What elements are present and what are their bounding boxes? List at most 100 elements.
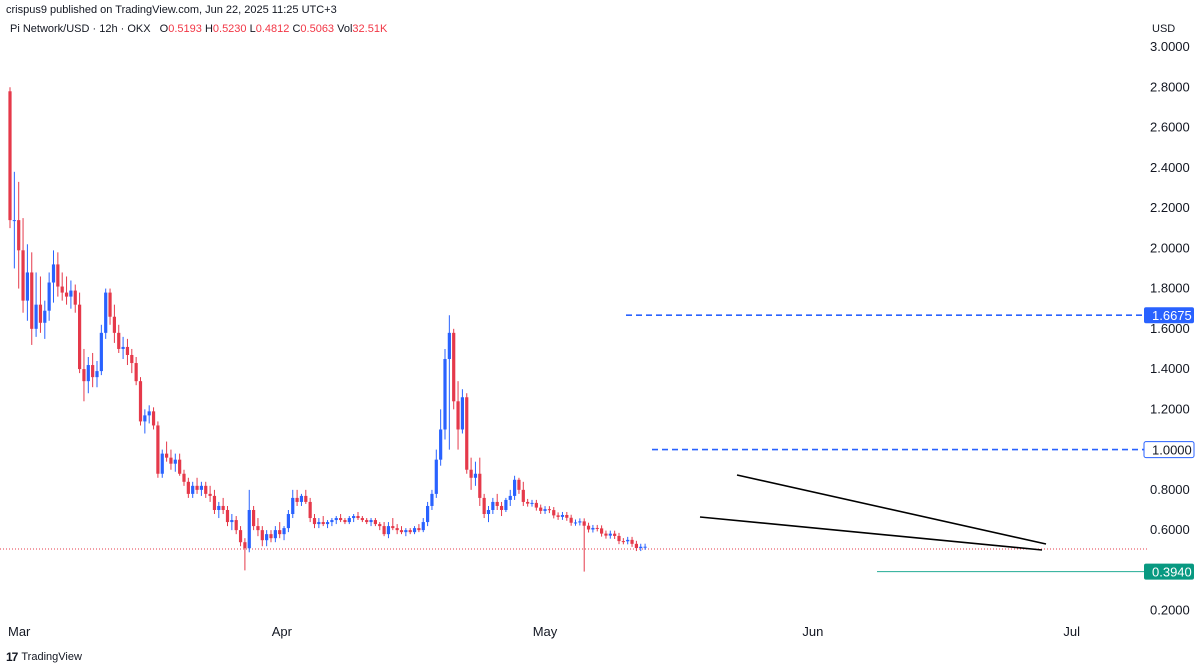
candle-body (321, 522, 325, 525)
symbol-legend: Pi Network/USD · 12h · OKX O0.5193 H0.52… (10, 23, 387, 35)
candle-body (325, 522, 330, 525)
candle-body (473, 473, 478, 478)
close-key: C (292, 23, 301, 35)
candle-body (160, 453, 164, 474)
candle-body (430, 493, 434, 506)
candle-body (421, 522, 425, 531)
price-tick-label: 2.4000 (1150, 160, 1190, 175)
candle-body (238, 530, 243, 543)
candle-body (125, 346, 130, 355)
candle-body (252, 509, 256, 527)
price-tag (1144, 563, 1194, 580)
candle-body (191, 485, 195, 494)
candle-body (365, 520, 369, 523)
candle-body (151, 411, 156, 426)
candle-body (21, 250, 25, 301)
tradingview-logo[interactable]: 17 TradingView (6, 650, 82, 664)
candle-body (412, 528, 417, 533)
candle-body (526, 501, 530, 504)
candle-body (417, 528, 421, 531)
publisher-caption: crispus9 published on TradingView.com, J… (6, 4, 337, 16)
candle-body (317, 522, 321, 525)
time-tick-label: Apr (272, 624, 293, 639)
candle-body (478, 473, 482, 498)
candle-body (43, 310, 47, 323)
candle-body (273, 530, 277, 539)
candle-body (82, 369, 86, 382)
candle-body (38, 304, 43, 323)
candle-body (308, 501, 312, 519)
candle-body (586, 525, 591, 530)
candle-body (521, 489, 525, 502)
candle-body (51, 264, 56, 283)
candle-body (204, 485, 208, 494)
candle-body (630, 539, 634, 544)
candle-body (64, 292, 69, 297)
candle-body (173, 459, 177, 464)
candle-body (608, 533, 612, 536)
candle-body (169, 457, 173, 464)
price-tag-label: 1.0000 (1152, 443, 1192, 458)
price-tag-label: 1.6675 (1152, 308, 1192, 323)
candle-body (517, 479, 521, 490)
candle-body (604, 533, 608, 536)
candle-body (621, 541, 625, 543)
volume-value: 32.51K (352, 23, 388, 35)
time-tick-label: Mar (8, 624, 31, 639)
candle-body (212, 495, 217, 510)
candle-body (60, 286, 64, 293)
open-value: 0.5193 (168, 23, 202, 35)
candle-body (291, 497, 295, 515)
candle-body (591, 527, 595, 530)
price-tag-label: 0.3940 (1152, 565, 1192, 580)
candle-body (299, 495, 304, 502)
candle-body (178, 459, 182, 474)
candle-body (56, 264, 60, 287)
candle-body (639, 546, 643, 549)
price-tick-label: 2.6000 (1150, 120, 1190, 135)
time-axis: Mar Apr May Jun Jul (8, 624, 1080, 639)
candle-body (543, 509, 547, 511)
price-tick-label: 0.6000 (1150, 522, 1190, 537)
wedge-lower-trendline (699, 516, 1043, 551)
candle-body (552, 510, 556, 516)
candle-body (8, 91, 12, 221)
candle-body (373, 520, 377, 525)
candle-body (165, 453, 169, 458)
price-tick-label: 1.6000 (1150, 321, 1190, 336)
candle-body (499, 505, 504, 510)
candle-body (330, 520, 334, 523)
price-tag (1143, 441, 1195, 459)
candle-body (447, 332, 451, 360)
candle-body (156, 425, 160, 474)
price-tick-label: 0.8000 (1150, 482, 1190, 497)
low-key: L (249, 23, 256, 35)
price-axis: 3.0000 2.8000 2.6000 2.4000 2.2000 2.0000 1.80… (1150, 39, 1190, 618)
candle-body (643, 546, 647, 548)
price-tags-layer: 1.6675 1.0000 0.3940 (1143, 307, 1195, 580)
candle-body (95, 371, 99, 378)
candle-body (613, 533, 617, 536)
candle-body (391, 526, 395, 529)
candle-body (104, 292, 108, 333)
symbol-name[interactable]: Pi Network/USD · 12h · OKX (10, 23, 151, 35)
candle-body (282, 528, 286, 535)
candle-body (465, 397, 469, 470)
candle-body (108, 292, 112, 317)
high-value: 0.5230 (212, 23, 247, 35)
candle-body (356, 516, 360, 519)
low-value: 0.4812 (255, 23, 290, 35)
price-tick-label: 2.8000 (1150, 79, 1190, 94)
candle-body (573, 522, 578, 524)
candle-body (225, 509, 230, 523)
candle-body (47, 282, 51, 311)
candle-body (278, 530, 282, 535)
candle-body (186, 481, 190, 494)
candle-body (269, 534, 273, 539)
candle-body (147, 411, 151, 416)
candle-body (386, 526, 391, 535)
candle-body (565, 514, 569, 518)
price-tick-label: 2.0000 (1150, 240, 1190, 255)
candle-body (134, 363, 138, 382)
